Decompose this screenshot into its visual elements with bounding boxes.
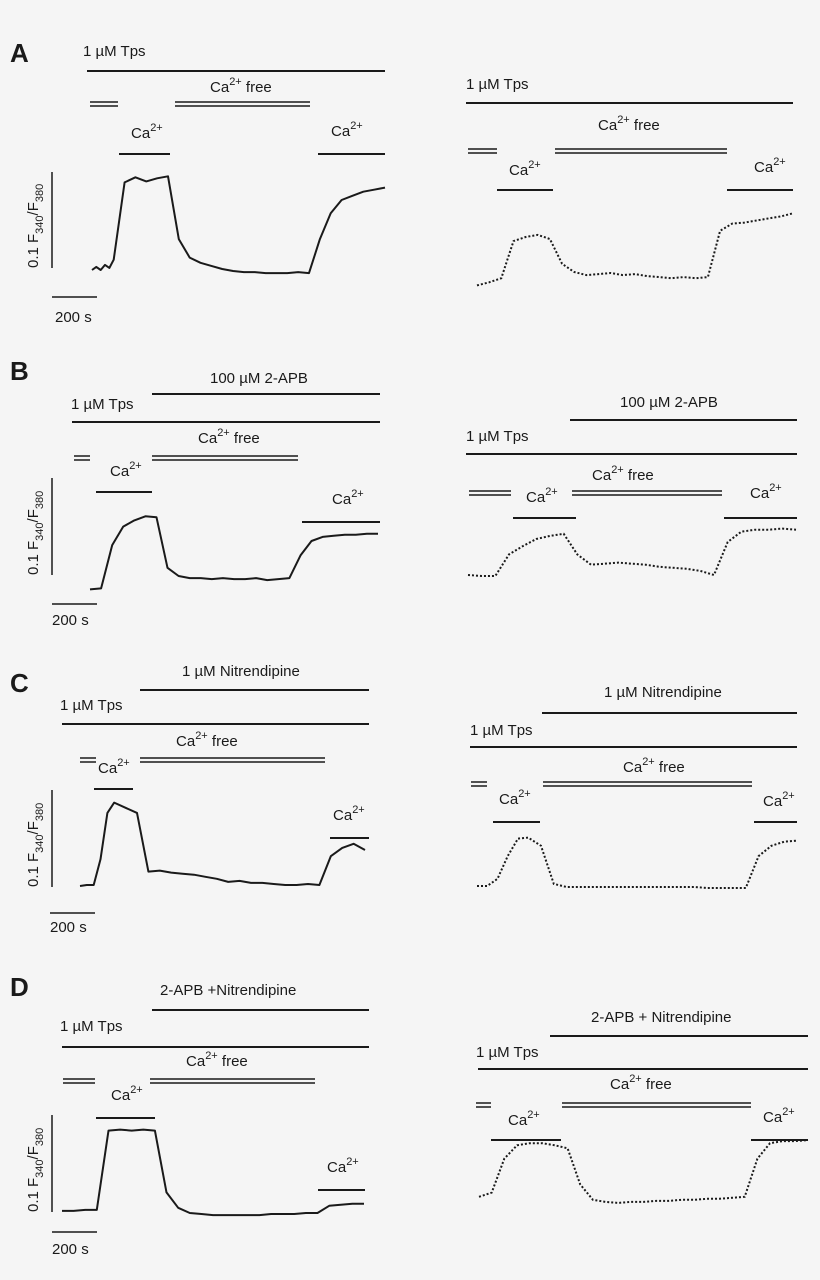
ca-label: Ca2+ — [327, 1156, 359, 1176]
ca-free-label: Ca2+ free — [623, 756, 685, 776]
y-axis-label: 0.1 F340/F380 — [25, 803, 46, 887]
ca-label: Ca2+ — [763, 790, 795, 810]
ca-label: Ca2+ — [763, 1106, 795, 1126]
ca-label: Ca2+ — [332, 488, 364, 508]
ca-label: Ca2+ — [333, 804, 365, 824]
combo-label: 2-APB + Nitrendipine — [591, 1009, 732, 1026]
panel-letter-b: B — [10, 356, 29, 386]
ratio-trace-line — [467, 527, 797, 577]
ca-free-label: Ca2+ free — [176, 730, 238, 750]
ratio-trace-line — [476, 212, 794, 287]
ca-label: Ca2+ — [750, 482, 782, 502]
tps-label: 1 µM Tps — [60, 697, 123, 714]
apb-label: 100 µM 2-APB — [620, 394, 718, 411]
trace-c-right — [477, 836, 798, 889]
nitrendipine-label: 1 µM Nitrendipine — [182, 663, 300, 680]
tps-label: 1 µM Tps — [60, 1018, 123, 1035]
ca-label: Ca2+ — [98, 757, 130, 777]
time-scale-label: 200 s — [52, 1241, 89, 1258]
ratio-trace-line — [89, 515, 378, 591]
trace-a-right — [476, 212, 794, 287]
time-scale-label: 200 s — [52, 612, 89, 629]
apb-label: 100 µM 2-APB — [210, 370, 308, 387]
ca-label: Ca2+ — [499, 788, 531, 808]
y-axis-label: 0.1 F340/F380 — [25, 184, 46, 268]
trace-b-left — [89, 515, 378, 591]
ratio-trace-line — [62, 1128, 364, 1217]
ratio-trace-line — [91, 175, 386, 275]
ca-free-label: Ca2+ free — [592, 464, 654, 484]
ca-free-label: Ca2+ free — [198, 427, 260, 447]
ca-free-label: Ca2+ free — [186, 1050, 248, 1070]
panel-letter-c: C — [10, 668, 29, 698]
ca-free-label: Ca2+ free — [210, 76, 272, 96]
trace-c-left — [79, 801, 366, 887]
ca-label: Ca2+ — [331, 120, 363, 140]
tps-label: 1 µM Tps — [476, 1044, 539, 1061]
tps-label: 1 µM Tps — [466, 76, 529, 93]
ca-free-label: Ca2+ free — [610, 1073, 672, 1093]
trace-d-left — [62, 1128, 364, 1217]
y-axis-label: 0.1 F340/F380 — [25, 1128, 46, 1212]
panel-letter-a: A — [10, 38, 29, 68]
tps-label: 1 µM Tps — [71, 396, 134, 413]
ca-label: Ca2+ — [754, 156, 786, 176]
ca-label: Ca2+ — [509, 159, 541, 179]
ca-label: Ca2+ — [508, 1109, 540, 1129]
ratio-trace-line — [79, 801, 366, 887]
tps-label: 1 µM Tps — [466, 428, 529, 445]
combo-label: 2-APB +Nitrendipine — [160, 982, 296, 999]
ratio-trace-line — [478, 1139, 809, 1204]
tps-label: 1 µM Tps — [83, 43, 146, 60]
ca-label: Ca2+ — [111, 1084, 143, 1104]
trace-a-left — [91, 175, 386, 275]
ca-label: Ca2+ — [110, 460, 142, 480]
time-scale-label: 200 s — [55, 309, 92, 326]
trace-d-right — [478, 1139, 809, 1204]
ca-label: Ca2+ — [526, 486, 558, 506]
time-scale-label: 200 s — [50, 919, 87, 936]
ca-label: Ca2+ — [131, 122, 163, 142]
tps-label: 1 µM Tps — [470, 722, 533, 739]
ca-free-label: Ca2+ free — [598, 114, 660, 134]
ratio-trace-line — [477, 836, 798, 889]
nitrendipine-label: 1 µM Nitrendipine — [604, 684, 722, 701]
y-axis-label: 0.1 F340/F380 — [25, 491, 46, 575]
trace-b-right — [467, 527, 797, 577]
panel-letter-d: D — [10, 972, 29, 1002]
